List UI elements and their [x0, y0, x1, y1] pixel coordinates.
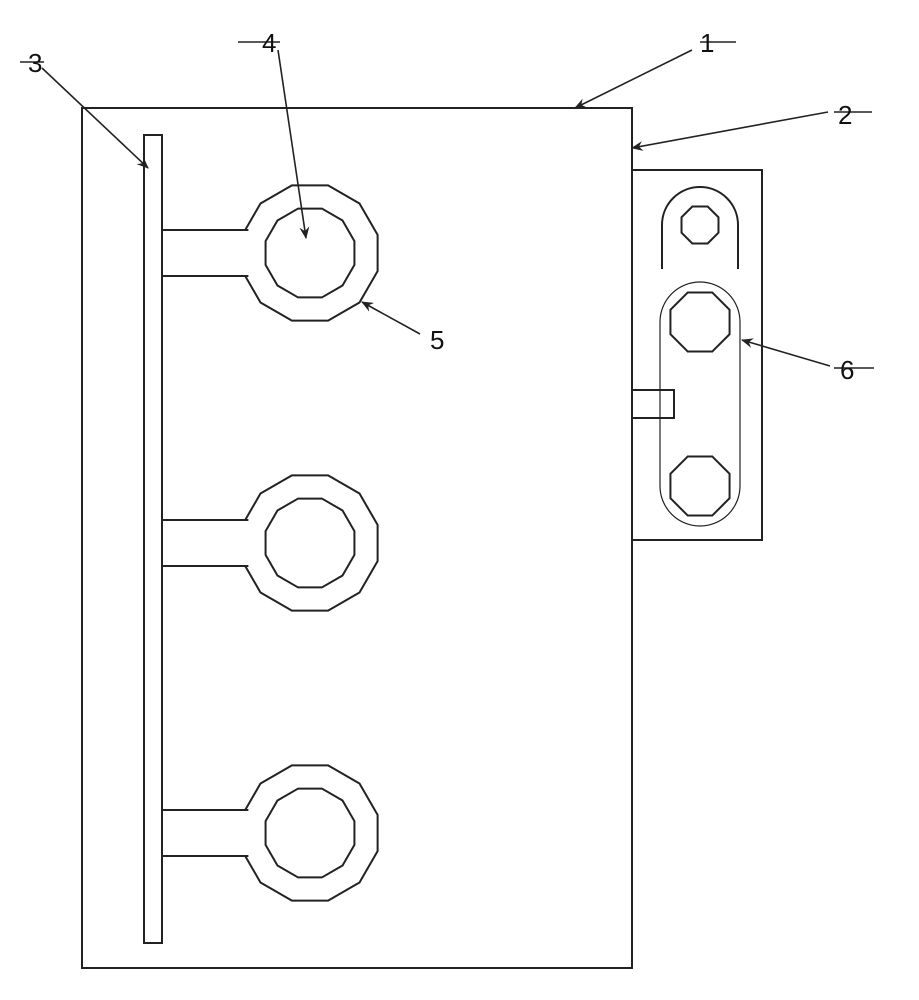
technical-diagram — [0, 0, 919, 1000]
callout-label-6: 6 — [840, 355, 854, 386]
callout-label-4: 4 — [262, 28, 276, 59]
callout-label-5: 5 — [430, 325, 444, 356]
diagram-svg — [0, 0, 919, 1000]
callout-label-1: 1 — [700, 28, 714, 59]
callout-label-3: 3 — [28, 48, 42, 79]
callout-label-2: 2 — [838, 100, 852, 131]
